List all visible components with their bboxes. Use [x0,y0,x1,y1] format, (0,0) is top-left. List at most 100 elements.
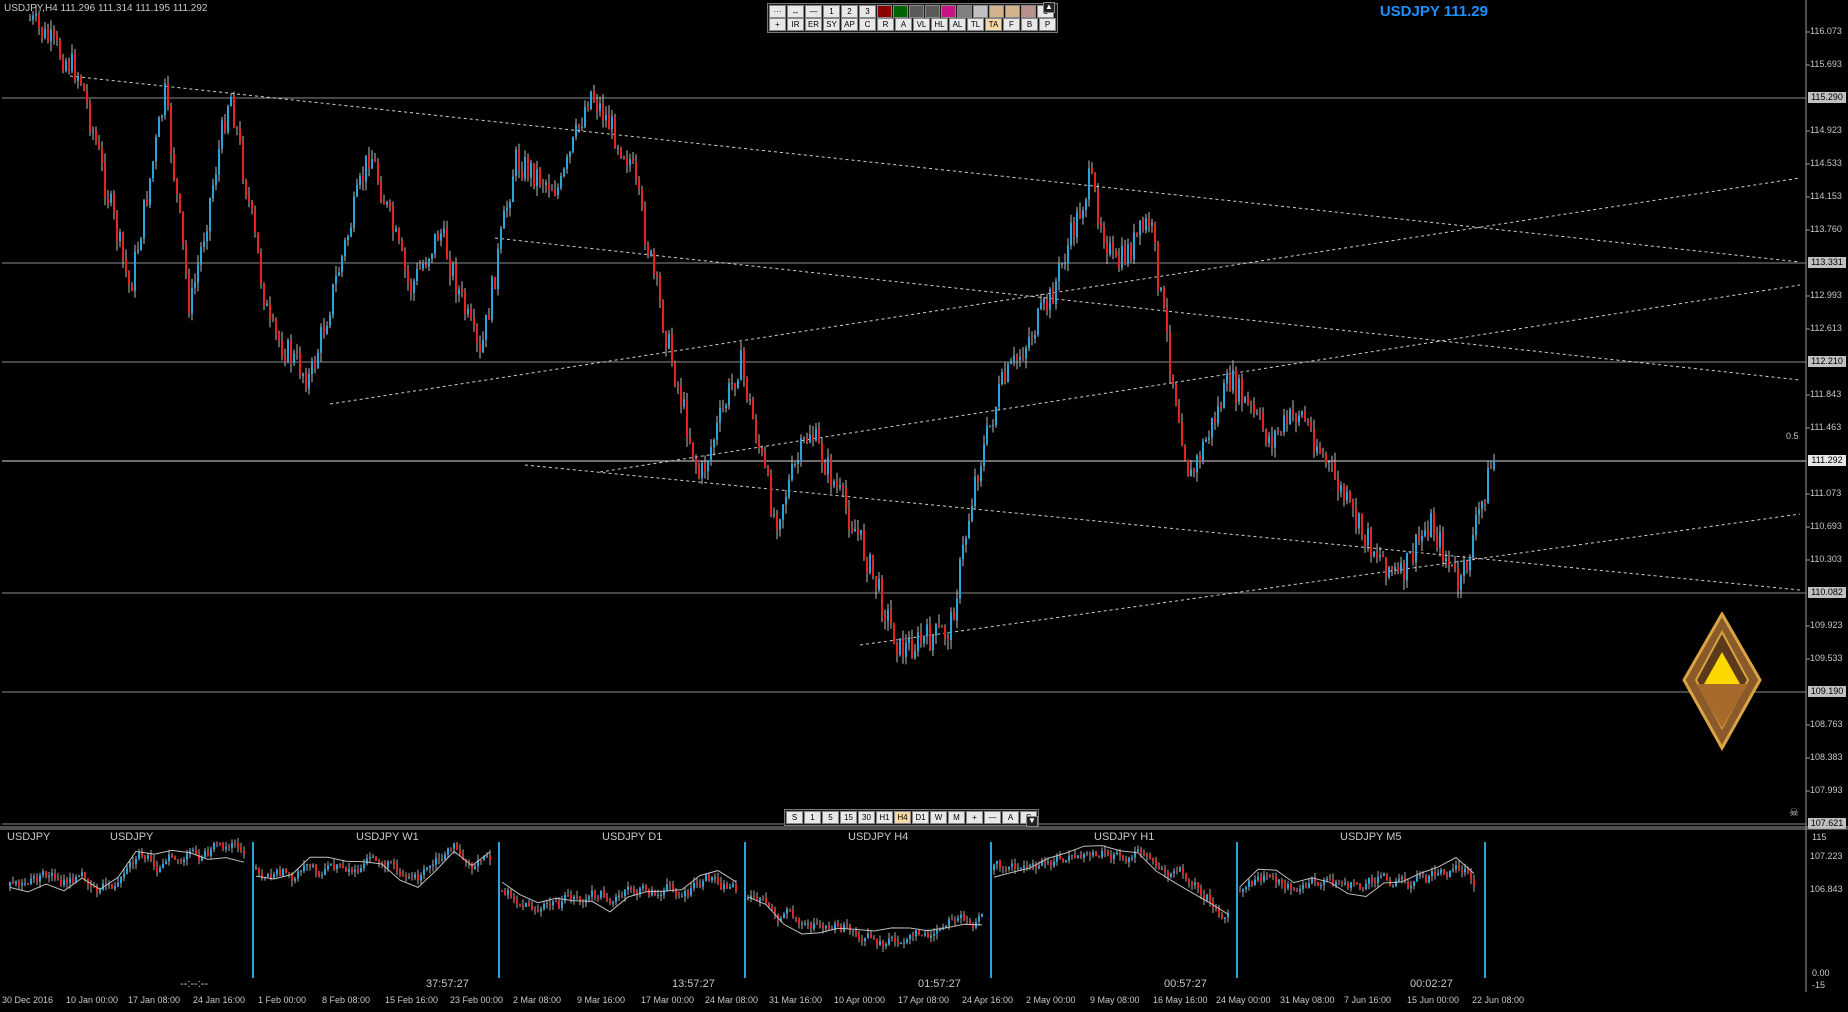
timeframe-button[interactable]: 5 [822,811,839,824]
price-tick-label: 112.613 [1810,323,1842,333]
mini-candles [1239,859,1475,897]
price-tick-label: 108.383 [1810,752,1843,762]
color-swatch-button[interactable] [909,5,924,18]
price-tick-label: 115.693 [1810,59,1842,69]
color-swatch-button[interactable] [957,5,972,18]
toolbar-button[interactable]: ··· [769,5,786,18]
toolbar-row-colors: ···↔—123C [769,5,1056,18]
color-swatch-button[interactable] [893,5,908,18]
moving-average-line [993,845,1229,915]
trend-line [599,284,1801,473]
timeframe-button[interactable]: 15 [840,811,857,824]
object-tool-button[interactable]: ER [805,18,822,31]
moving-average-line [255,850,491,888]
scroll-down-icon[interactable]: ▼ [1026,816,1038,827]
time-tick-label: 17 Jan 08:00 [128,995,181,1005]
toolbar-button[interactable]: 1 [823,5,840,18]
object-tool-button[interactable]: A [895,18,912,31]
toolbar-button[interactable]: ↔ [787,5,804,18]
price-tick-label: 111.463 [1810,422,1842,432]
object-tool-button[interactable]: AL [949,18,966,31]
time-tick-label: 15 Jun 00:00 [1407,995,1460,1005]
mini-chart-timer: --:--:-- [180,978,209,990]
time-tick-label: 22 Jun 08:00 [1472,995,1525,1005]
mini-chart-title: USDJPY H1 [1094,831,1155,843]
time-tick-label: 30 Dec 2016 [2,995,54,1005]
color-swatch-button[interactable] [1005,5,1020,18]
toolbar-button[interactable]: 3 [859,5,876,18]
timeframe-button[interactable]: + [966,811,983,824]
time-tick-label: 31 May 08:00 [1280,995,1335,1005]
timeframe-button[interactable]: M [948,811,965,824]
candles [29,5,1495,665]
mini-chart-title: USDJPY [110,831,154,843]
time-tick-label: 31 Mar 16:00 [769,995,823,1005]
time-tick-label: 17 Apr 08:00 [898,995,950,1005]
price-tick-label: 114.533 [1810,158,1842,168]
color-swatch-button[interactable] [973,5,988,18]
multi-timeframe-panel[interactable] [0,828,1848,992]
mini-chart-timer: 13:57:27 [672,978,715,990]
color-swatch-button[interactable] [941,5,956,18]
price-tick-label: 106.843 [1810,884,1843,894]
mini-chart-timer: 01:57:27 [918,978,961,990]
price-level-tag: 107.621 [1808,818,1846,829]
object-tool-button[interactable]: TL [967,18,984,31]
toolbar-button[interactable]: — [805,5,822,18]
object-tool-button[interactable]: AP [841,18,858,31]
toolbar-button[interactable]: 2 [841,5,858,18]
mini-candles [501,872,737,917]
moving-average-line [747,896,983,935]
mini-chart-title: USDJPY H4 [848,831,909,843]
object-tool-button[interactable]: IR [787,18,804,31]
time-tick-label: 23 Feb 00:00 [450,995,504,1005]
object-tool-button[interactable]: R [877,18,894,31]
price-level-tag: 112.210 [1808,356,1846,367]
main-chart[interactable] [0,0,1848,828]
object-tool-button[interactable]: C [859,18,876,31]
timeframe-button[interactable]: D1 [912,811,929,824]
sub-panel-label: USDJPY [7,831,51,843]
mini-chart-timer: 00:02:27 [1410,978,1453,990]
trend-line [329,177,1801,405]
object-tool-button[interactable]: + [769,18,786,31]
mini-candles [993,845,1229,924]
color-swatch-button[interactable] [989,5,1004,18]
time-tick-label: 1 Feb 00:00 [258,995,307,1005]
object-tool-button[interactable]: TA [985,18,1002,31]
color-swatch-button[interactable] [925,5,940,18]
mini-candles [9,838,245,898]
time-axis: 30 Dec 2016 10 Jan 00:00 17 Jan 08:00 24 Ja… [0,990,1848,1012]
color-swatch-button[interactable] [877,5,892,18]
timeframe-button[interactable]: — [984,811,1001,824]
time-tick-label: 2 Mar 08:00 [513,995,562,1005]
timeframe-button[interactable]: H1 [876,811,893,824]
price-tick-label: 110.303 [1810,554,1842,564]
object-tool-button[interactable]: SY [823,18,840,31]
object-tool-button[interactable]: P [1039,18,1056,31]
object-tool-button[interactable]: HL [931,18,948,31]
mini-candles [747,890,983,953]
timeframe-button[interactable]: A [1002,811,1019,824]
time-tick-label: 15 Feb 16:00 [385,995,439,1005]
color-swatch-button[interactable] [1021,5,1036,18]
timeframe-button[interactable]: W [930,811,947,824]
mini-chart-title: USDJPY W1 [356,831,419,843]
timeframe-button[interactable]: S [786,811,803,824]
time-tick-label: 24 Apr 16:00 [962,995,1014,1005]
mini-chart-timer: 37:57:27 [426,978,469,990]
timeframe-button[interactable]: H4 [894,811,911,824]
timeframe-button[interactable]: 1 [804,811,821,824]
price-tick-label: 109.533 [1810,653,1843,663]
chart-header: USDJPY,H4 111.296 111.314 111.195 111.29… [4,3,208,14]
object-tool-button[interactable]: B [1021,18,1038,31]
time-tick-label: 7 Jun 16:00 [1344,995,1392,1005]
price-tick-label: 114.923 [1810,125,1842,135]
timeframe-button[interactable]: 30 [858,811,875,824]
price-level-tag: 115.290 [1808,92,1846,103]
object-tool-button[interactable]: F [1003,18,1020,31]
scroll-up-icon[interactable]: ▲ [1043,2,1055,13]
object-tool-button[interactable]: VL [913,18,930,31]
